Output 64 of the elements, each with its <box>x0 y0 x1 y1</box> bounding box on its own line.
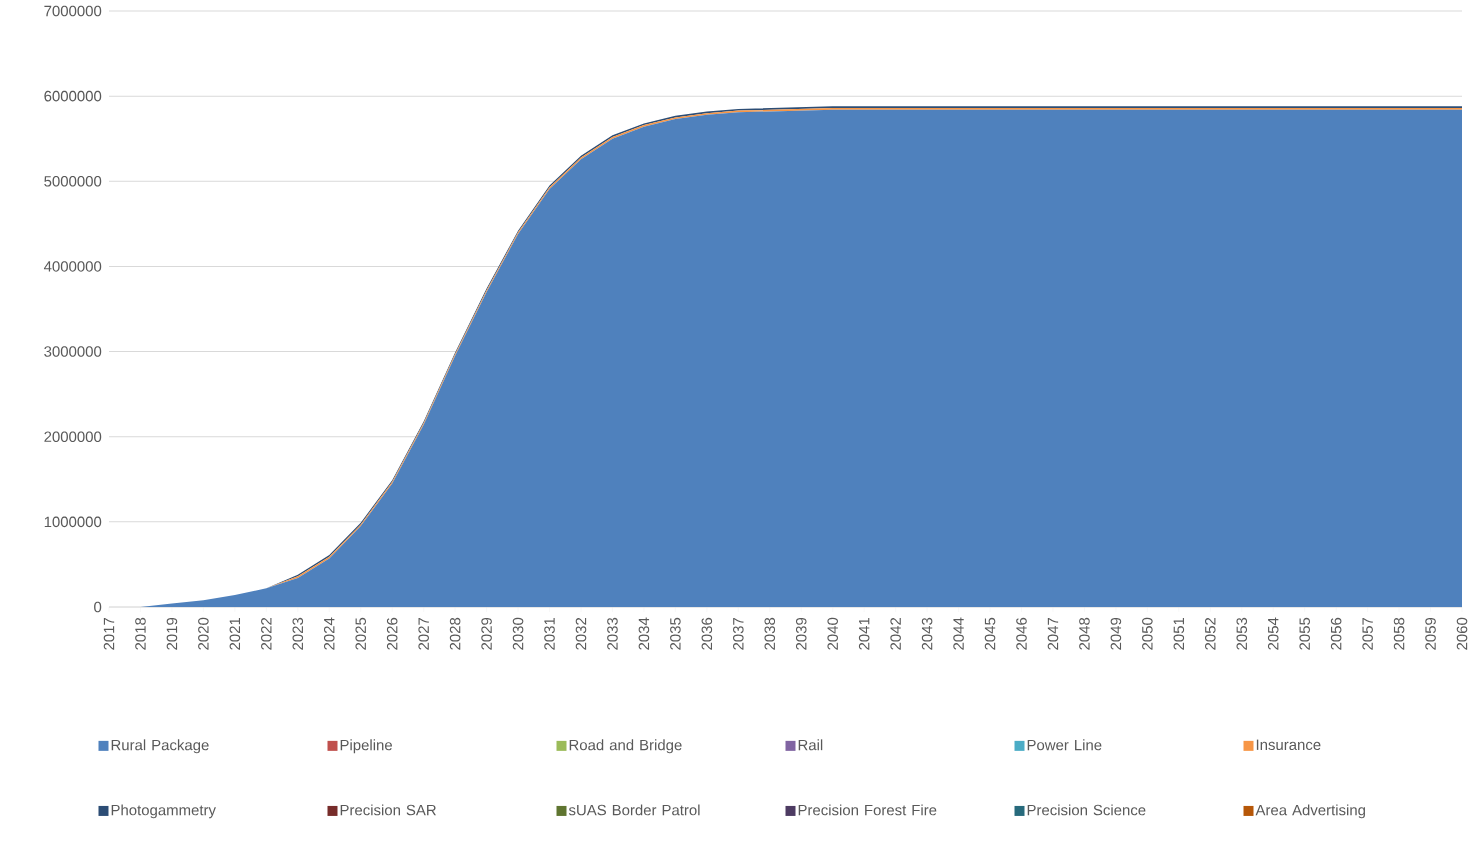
x-tick-label: 2055 <box>1299 617 1310 650</box>
x-tick-label: 2043 <box>921 617 933 650</box>
x-tick-label: 2028 <box>449 617 461 650</box>
y-tick-label: 7000000 <box>44 5 102 17</box>
x-tick-label: 2058 <box>1393 617 1405 650</box>
x-tick-label: 2054 <box>1267 617 1279 650</box>
x-tick-label: 2032 <box>575 617 587 650</box>
y-tick-label: 0 <box>94 601 102 613</box>
x-tick-label: 2044 <box>953 617 964 650</box>
x-tick-label: 2027 <box>418 617 429 650</box>
x-tick-label: 2018 <box>135 617 146 650</box>
y-tick-label: 1000000 <box>44 516 102 528</box>
legend-label: Insurance <box>1256 739 1321 751</box>
legend-label: Power Line <box>1027 739 1102 751</box>
legend-label: Photogammetry <box>111 804 216 819</box>
x-tick-label: 2048 <box>1079 617 1090 650</box>
legend-label: Rural Package <box>111 739 209 754</box>
x-tick-label: 2042 <box>890 617 901 650</box>
legend-label: Precision Forest Fire <box>798 804 937 816</box>
x-tick-label: 2036 <box>701 617 713 650</box>
x-tick-label: 2050 <box>1142 617 1153 650</box>
legend-label: sUAS Border Patrol <box>568 804 700 816</box>
x-tick-label: 2031 <box>544 617 555 650</box>
x-tick-label: 2019 <box>166 617 178 650</box>
legend-label: Road and Bridge <box>569 739 682 754</box>
x-tick-label: 2035 <box>670 617 681 650</box>
x-tick-label: 2020 <box>198 617 209 650</box>
y-tick-label: 5000000 <box>44 175 102 187</box>
x-tick-label: 2038 <box>764 617 776 650</box>
y-tick-label: 4000000 <box>43 261 102 272</box>
x-tick-label: 2056 <box>1330 617 1342 650</box>
x-tick-label: 2052 <box>1205 617 1216 650</box>
x-tick-label: 2059 <box>1425 617 1436 650</box>
x-tick-label: 2049 <box>1110 617 1122 650</box>
x-tick-label: 2033 <box>607 617 618 650</box>
x-tick-label: 2023 <box>292 617 304 650</box>
x-tick-label: 2022 <box>261 617 272 650</box>
x-tick-label: 2047 <box>1047 617 1059 650</box>
x-tick-label: 2030 <box>512 617 524 650</box>
y-tick-label: 3000000 <box>44 346 102 357</box>
x-tick-label: 2040 <box>827 617 838 650</box>
x-tick-label: 2034 <box>638 617 650 650</box>
y-tick-label: 6000000 <box>44 90 102 102</box>
x-tick-label: 2024 <box>323 617 335 650</box>
x-tick-label: 2053 <box>1236 617 1248 650</box>
x-tick-label: 2045 <box>984 617 996 650</box>
x-tick-label: 2041 <box>858 617 870 650</box>
legend-label: Precision Science <box>1027 804 1146 816</box>
legend-label: Precision SAR <box>340 804 436 816</box>
y-tick-label: 2000000 <box>44 431 102 442</box>
x-tick-label: 2021 <box>229 617 241 650</box>
x-tick-label: 2057 <box>1362 617 1373 650</box>
legend-label: Rail <box>798 739 823 751</box>
x-tick-label: 2046 <box>1016 617 1027 650</box>
x-tick-label: 2039 <box>795 617 807 650</box>
x-tick-label: 2025 <box>355 617 367 650</box>
x-tick-label: 2029 <box>481 617 492 650</box>
x-tick-label: 2051 <box>1173 617 1185 650</box>
x-tick-label: 2060 <box>1456 617 1468 650</box>
x-tick-label: 2037 <box>733 617 744 650</box>
legend-label: Pipeline <box>340 739 392 754</box>
x-tick-label: 2017 <box>103 617 115 650</box>
x-tick-label: 2026 <box>386 617 398 650</box>
legend-label: Area Advertising <box>1255 804 1365 819</box>
